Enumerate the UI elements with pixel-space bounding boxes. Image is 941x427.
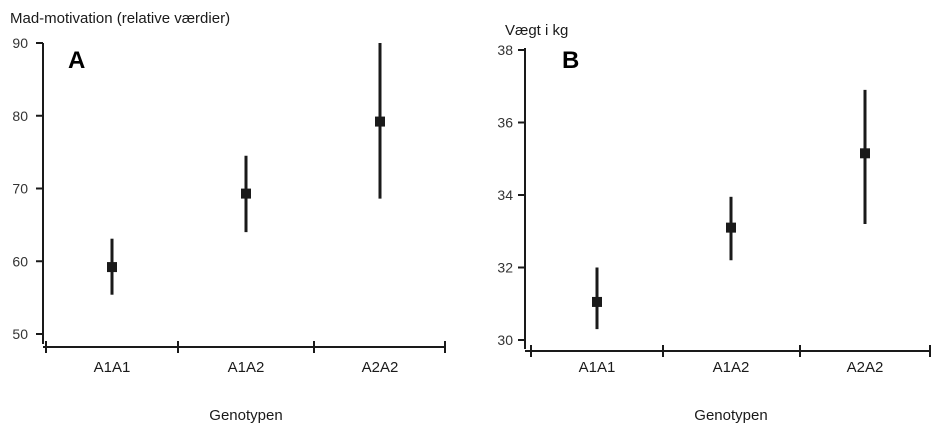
x-axis-title: Genotypen xyxy=(694,407,767,424)
y-tick-label: 60 xyxy=(12,253,28,269)
y-tick-label: 34 xyxy=(497,187,513,203)
y-tick-label: 90 xyxy=(12,35,28,51)
panel-letter: B xyxy=(562,47,579,74)
x-category-label: A1A1 xyxy=(579,359,616,376)
y-tick-label: 32 xyxy=(497,260,513,276)
x-category-label: A1A1 xyxy=(94,359,131,376)
y-tick-label: 36 xyxy=(497,115,513,131)
x-category-label: A2A2 xyxy=(362,359,399,376)
y-tick-label: 70 xyxy=(12,181,28,197)
data-point xyxy=(592,296,602,307)
y-tick-label: 50 xyxy=(12,326,28,342)
y-tick-label: 38 xyxy=(497,42,513,58)
x-category-label: A2A2 xyxy=(847,359,884,376)
panel-letter: A xyxy=(68,47,85,74)
chart-panel-b: 30 32 34 36 38 A1A1 A1A2 A2A2 Vægt i kg Genotypen… xyxy=(497,22,931,424)
y-axis-title: Vægt i kg xyxy=(505,22,568,39)
x-category-label: A1A2 xyxy=(713,359,750,376)
data-point xyxy=(726,222,736,233)
chart-panel-a: 50 60 70 80 90 A1A1 A1A2 A2A2 Mad-motivation (re… xyxy=(10,10,446,424)
data-point xyxy=(107,262,117,273)
data-point xyxy=(860,148,870,159)
x-category-label: A1A2 xyxy=(228,359,265,376)
x-axis-title: Genotypen xyxy=(209,407,282,424)
y-tick-label: 30 xyxy=(497,332,513,348)
data-point xyxy=(241,188,251,199)
y-tick-label: 80 xyxy=(12,108,28,124)
data-point xyxy=(375,116,385,127)
y-axis-title: Mad-motivation (relative værdier) xyxy=(10,10,230,27)
